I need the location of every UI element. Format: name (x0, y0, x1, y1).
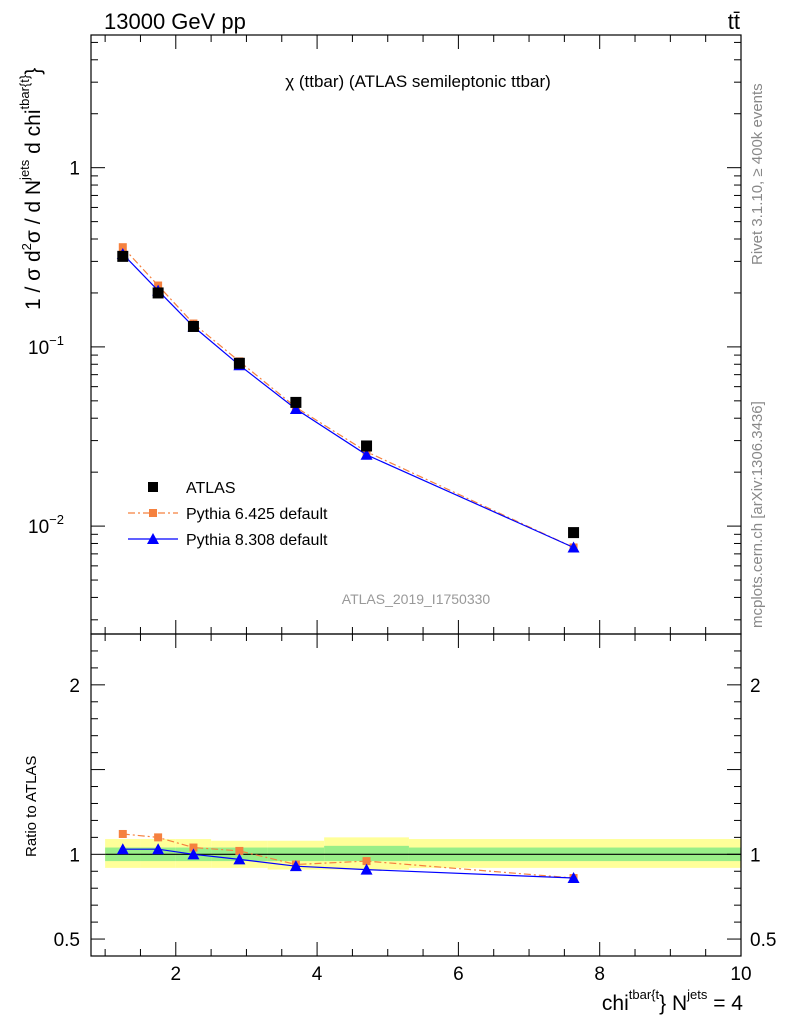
data-point (233, 853, 246, 865)
ratio-y-tick-label-right: 0.5 (750, 930, 776, 951)
legend-marker-atlas (148, 482, 158, 492)
x-tick-label: 10 (730, 964, 751, 985)
data-point (290, 396, 302, 408)
data-point (116, 843, 129, 855)
xlabel-part: = 4 (707, 992, 743, 1015)
legend-label: ATLAS (186, 480, 236, 497)
legend: ATLAS Pythia 6.425 default Pythia 8.308 … (128, 480, 328, 549)
main-title: χ (ttbar) (ATLAS semileptonic ttbar) (285, 72, 551, 91)
x-tick-label: 6 (453, 964, 464, 985)
data-point (233, 357, 245, 369)
data-point (289, 403, 302, 415)
data-point (362, 857, 371, 866)
data-point (154, 833, 163, 842)
rivet-label: Rivet 3.1.10, ≥ 400k events (749, 83, 766, 265)
data-point (360, 448, 373, 460)
data-point (152, 843, 165, 855)
y-tick-exp: −1 (49, 333, 64, 348)
mcplots-label: mcplots.cern.ch [arXiv:1306.3436] (749, 401, 766, 628)
data-point (567, 541, 580, 553)
data-point (118, 829, 127, 838)
ylabel-part: 1 / σ d (22, 250, 45, 310)
y-tick-exp: −2 (49, 512, 64, 527)
x-tick-label: 8 (594, 964, 605, 985)
y-tick-label: 10−1 (28, 333, 64, 359)
x-tick-label: 2 (170, 964, 181, 985)
data-point (118, 243, 127, 252)
data-point (568, 527, 580, 539)
energy-label: 13000 GeV pp (104, 9, 246, 34)
legend-marker-py6 (149, 509, 157, 517)
svg-text:1 / σ d2σ / d Njets d chitbar{: 1 / σ d2σ / d Njets d chitbar{t}} (17, 68, 45, 310)
xlabel-sup: jets (686, 987, 708, 1002)
main-series (116, 243, 580, 553)
ratio-y-axis-label: Ratio to ATLAS (23, 756, 40, 857)
ylabel-part: d chi (22, 110, 45, 160)
ratio-y-tick-label: 2 (69, 676, 80, 697)
data-point (187, 320, 199, 332)
watermark: ATLAS_2019_I1750330 (342, 591, 491, 607)
ratio-y-tick-label-right: 1 (750, 845, 761, 866)
process-label: tt̄ (728, 9, 740, 34)
xlabel-sup: tbar{t (629, 987, 660, 1002)
data-point (187, 848, 200, 860)
legend-label: Pythia 8.308 default (186, 532, 328, 549)
ylabel-part: } (22, 68, 45, 75)
series-line (122, 246, 574, 549)
ylabel-sup: jets (17, 159, 32, 181)
ylabel-part: σ / d N (22, 180, 45, 243)
ylabel-sup: tbar{t} (17, 74, 32, 109)
data-point (360, 863, 373, 875)
ratio-series (116, 829, 580, 884)
x-tick-label: 4 (312, 964, 323, 985)
ylabel-sup: 2 (19, 243, 34, 250)
xlabel-part: chi (602, 992, 629, 1015)
legend-marker-py8 (147, 533, 159, 544)
ratio-y-tick-label: 0.5 (54, 930, 80, 951)
series-line (122, 253, 574, 549)
y-tick-base: 10 (28, 517, 49, 538)
y-tick-label: 1 (69, 159, 80, 180)
y-tick-base: 10 (28, 338, 49, 359)
y-tick-base: 1 (69, 159, 80, 180)
y-tick-label: 10−2 (28, 512, 64, 538)
x-axis-label: chitbar{t} Njets = 4 (602, 987, 743, 1015)
xlabel-part: } N (659, 992, 687, 1015)
ratio-y-tick-label: 1 (69, 845, 80, 866)
data-point (567, 872, 580, 884)
data-point (289, 860, 302, 872)
legend-label: Pythia 6.425 default (186, 506, 328, 523)
data-point (117, 250, 129, 262)
ratio-y-tick-label-right: 2 (750, 676, 761, 697)
main-y-axis-label: 1 / σ d2σ / d Njets d chitbar{t}} (17, 68, 45, 310)
ratio-frame (90, 633, 742, 957)
data-point (361, 440, 373, 452)
ratio-band-green (324, 845, 409, 862)
data-point (235, 846, 244, 855)
ratio-bands (105, 837, 741, 870)
data-point (152, 287, 164, 299)
data-point (189, 843, 198, 852)
